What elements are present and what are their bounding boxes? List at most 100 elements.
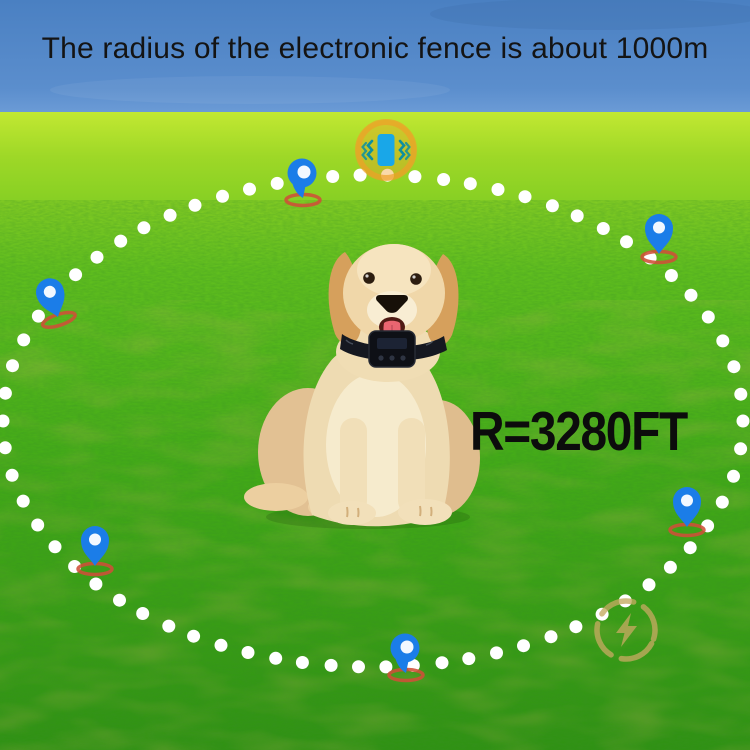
radius-label: R=3280FT (470, 400, 688, 462)
collar-device-button (389, 355, 395, 361)
fence-dot (491, 183, 505, 196)
dog-forehead (357, 244, 431, 296)
gps-pin-2 (640, 214, 678, 265)
collar-speckle (345, 339, 434, 346)
fence-dot (6, 359, 19, 373)
collar-device-button (400, 355, 406, 361)
fence-dot (136, 607, 150, 620)
fence-dot (5, 468, 19, 482)
pin-hole (297, 165, 311, 179)
dog-paw (398, 499, 452, 525)
cloud-wisp (50, 76, 450, 104)
fence-dot (620, 235, 633, 249)
dog-eye-right (410, 273, 422, 285)
collar-device-button (378, 355, 384, 361)
fence-dot (642, 578, 656, 592)
fence-dot (570, 209, 584, 223)
fence-dot (270, 176, 284, 190)
gps-pin-5 (668, 487, 706, 538)
fence-dot (216, 189, 229, 203)
pin-hole (653, 221, 665, 234)
fence-dot (518, 190, 532, 204)
fence-dot (243, 182, 256, 196)
sky (0, 0, 750, 118)
fence-dot (187, 629, 201, 643)
fence-dot (727, 469, 740, 483)
fence-dot (69, 268, 83, 282)
fence-dot (734, 442, 748, 456)
fence-dot (113, 593, 126, 607)
fence-dot (241, 646, 255, 659)
fence-dot (716, 334, 730, 348)
gps-pin-6 (387, 633, 425, 683)
fence-dot (295, 656, 309, 669)
fence-dot (569, 620, 583, 634)
fence-dot (596, 222, 610, 235)
fence-dot (683, 541, 697, 555)
fence-dot (545, 199, 559, 213)
fence-dot (408, 170, 422, 184)
dog-leg (398, 418, 425, 514)
dog-toes (346, 505, 433, 518)
fence-dot (379, 660, 393, 674)
fence-dot (163, 208, 177, 222)
fence-dot (0, 386, 12, 400)
fence-dot (684, 288, 698, 302)
fence-dot (214, 638, 228, 652)
fence-dot (353, 168, 367, 182)
dog-eye-left (363, 272, 375, 284)
fence-dot (16, 494, 30, 508)
fence-dot (162, 619, 176, 633)
gps-markers (36, 158, 706, 683)
dog-nose (376, 295, 408, 313)
gps-pin-1 (284, 158, 322, 208)
collar-device (368, 330, 416, 368)
cloud-wisp (430, 0, 750, 30)
fence-dot (715, 495, 729, 509)
fence-dot (90, 250, 104, 264)
shock-icon (594, 598, 658, 662)
fence-dot (31, 518, 45, 532)
fence-dot (462, 652, 476, 666)
dog-eye-glint (365, 274, 369, 278)
fence-dot (269, 651, 283, 665)
fence-dot (736, 414, 750, 428)
dog-paw (244, 483, 308, 511)
fence-dot (544, 630, 558, 644)
vibration-icon (355, 119, 417, 181)
fence-dot (0, 414, 10, 428)
fence-dot (435, 656, 449, 670)
fence-dot (17, 333, 31, 347)
banner-title: The radius of the electronic fence is ab… (41, 32, 709, 65)
collar-device-screen (377, 338, 407, 349)
fence-dot (490, 646, 503, 660)
fence-dot (517, 639, 530, 653)
fence-dot (727, 360, 741, 374)
pin-body (81, 526, 109, 566)
dog-leg (340, 418, 367, 514)
pin-hole (43, 285, 56, 298)
fence-dot (664, 269, 678, 282)
pin-body (645, 214, 673, 254)
pin-hole (400, 640, 414, 654)
fence-dot (324, 658, 338, 672)
fence-dot (326, 170, 340, 183)
fence-dot (734, 387, 748, 401)
fence-dot (0, 441, 12, 455)
fence-dot (89, 577, 103, 591)
fence-dot (463, 177, 477, 191)
pin-hole (681, 494, 693, 507)
pin-body (673, 487, 701, 527)
fence-dot (701, 310, 715, 324)
dog-eye-glint (412, 275, 416, 279)
dog-paw (328, 501, 376, 525)
fence-dot (352, 660, 365, 674)
gps-pin-4 (76, 526, 114, 577)
dog (244, 244, 480, 529)
fence-dot (137, 221, 151, 235)
fence-dot (663, 560, 677, 574)
fence-dot (31, 309, 45, 323)
fence-dot (188, 198, 202, 212)
